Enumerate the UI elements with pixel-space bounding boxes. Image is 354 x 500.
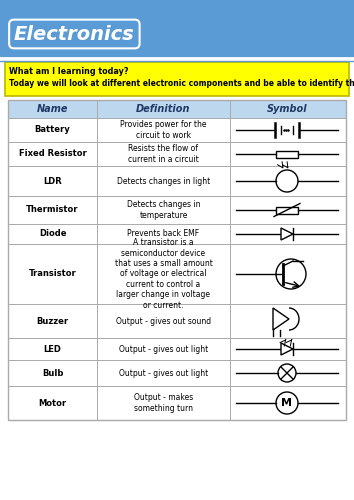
Text: Battery: Battery bbox=[35, 126, 70, 134]
Bar bbox=[276, 206, 298, 214]
Text: Buzzer: Buzzer bbox=[36, 316, 69, 326]
Text: Output - gives out sound: Output - gives out sound bbox=[116, 316, 211, 326]
Text: Detects changes in
temperature: Detects changes in temperature bbox=[127, 200, 200, 220]
Bar bbox=[8, 224, 346, 244]
Bar bbox=[8, 142, 346, 166]
Bar bbox=[8, 100, 346, 420]
Bar bbox=[8, 118, 346, 142]
Text: What am I learning today?: What am I learning today? bbox=[9, 66, 129, 76]
Bar bbox=[8, 196, 346, 224]
Text: Motor: Motor bbox=[39, 398, 67, 407]
Polygon shape bbox=[281, 343, 293, 355]
Circle shape bbox=[276, 392, 298, 414]
Text: Name: Name bbox=[37, 104, 68, 114]
Text: Transistor: Transistor bbox=[29, 270, 76, 278]
Circle shape bbox=[276, 170, 298, 192]
Text: Detects changes in light: Detects changes in light bbox=[117, 176, 210, 186]
Text: Definition: Definition bbox=[136, 104, 191, 114]
Text: A transistor is a
semiconductor device
that uses a small amount
of voltage or el: A transistor is a semiconductor device t… bbox=[115, 238, 212, 310]
Text: Bulb: Bulb bbox=[42, 368, 63, 378]
Text: LED: LED bbox=[44, 344, 62, 354]
Text: Output - gives out light: Output - gives out light bbox=[119, 368, 208, 378]
Circle shape bbox=[278, 364, 296, 382]
Text: Prevents back EMF: Prevents back EMF bbox=[127, 230, 200, 238]
Text: M: M bbox=[281, 398, 292, 408]
Polygon shape bbox=[281, 228, 293, 240]
Bar bbox=[8, 166, 346, 196]
Text: Fixed Resistor: Fixed Resistor bbox=[19, 150, 86, 158]
Text: Provides power for the
circuit to work: Provides power for the circuit to work bbox=[120, 120, 207, 140]
Text: Output - gives out light: Output - gives out light bbox=[119, 344, 208, 354]
Text: Resists the flow of
current in a circuit: Resists the flow of current in a circuit bbox=[128, 144, 199, 164]
Bar bbox=[0, 0, 354, 58]
Bar bbox=[8, 360, 346, 386]
Text: Electronics: Electronics bbox=[14, 24, 135, 44]
Bar bbox=[8, 244, 346, 304]
Text: Output - makes
something turn: Output - makes something turn bbox=[134, 394, 193, 412]
Bar bbox=[276, 150, 298, 158]
Text: Today we will look at different electronic components and be able to identify th: Today we will look at different electron… bbox=[9, 78, 354, 88]
Bar bbox=[8, 338, 346, 360]
Text: Symbol: Symbol bbox=[267, 104, 307, 114]
Bar bbox=[5, 62, 349, 96]
Bar bbox=[8, 304, 346, 338]
Polygon shape bbox=[273, 308, 289, 330]
Text: LDR: LDR bbox=[43, 176, 62, 186]
Bar bbox=[8, 100, 346, 118]
Circle shape bbox=[276, 259, 306, 289]
Text: Diode: Diode bbox=[39, 230, 66, 238]
Bar bbox=[8, 386, 346, 420]
Text: Thermistor: Thermistor bbox=[26, 206, 79, 214]
